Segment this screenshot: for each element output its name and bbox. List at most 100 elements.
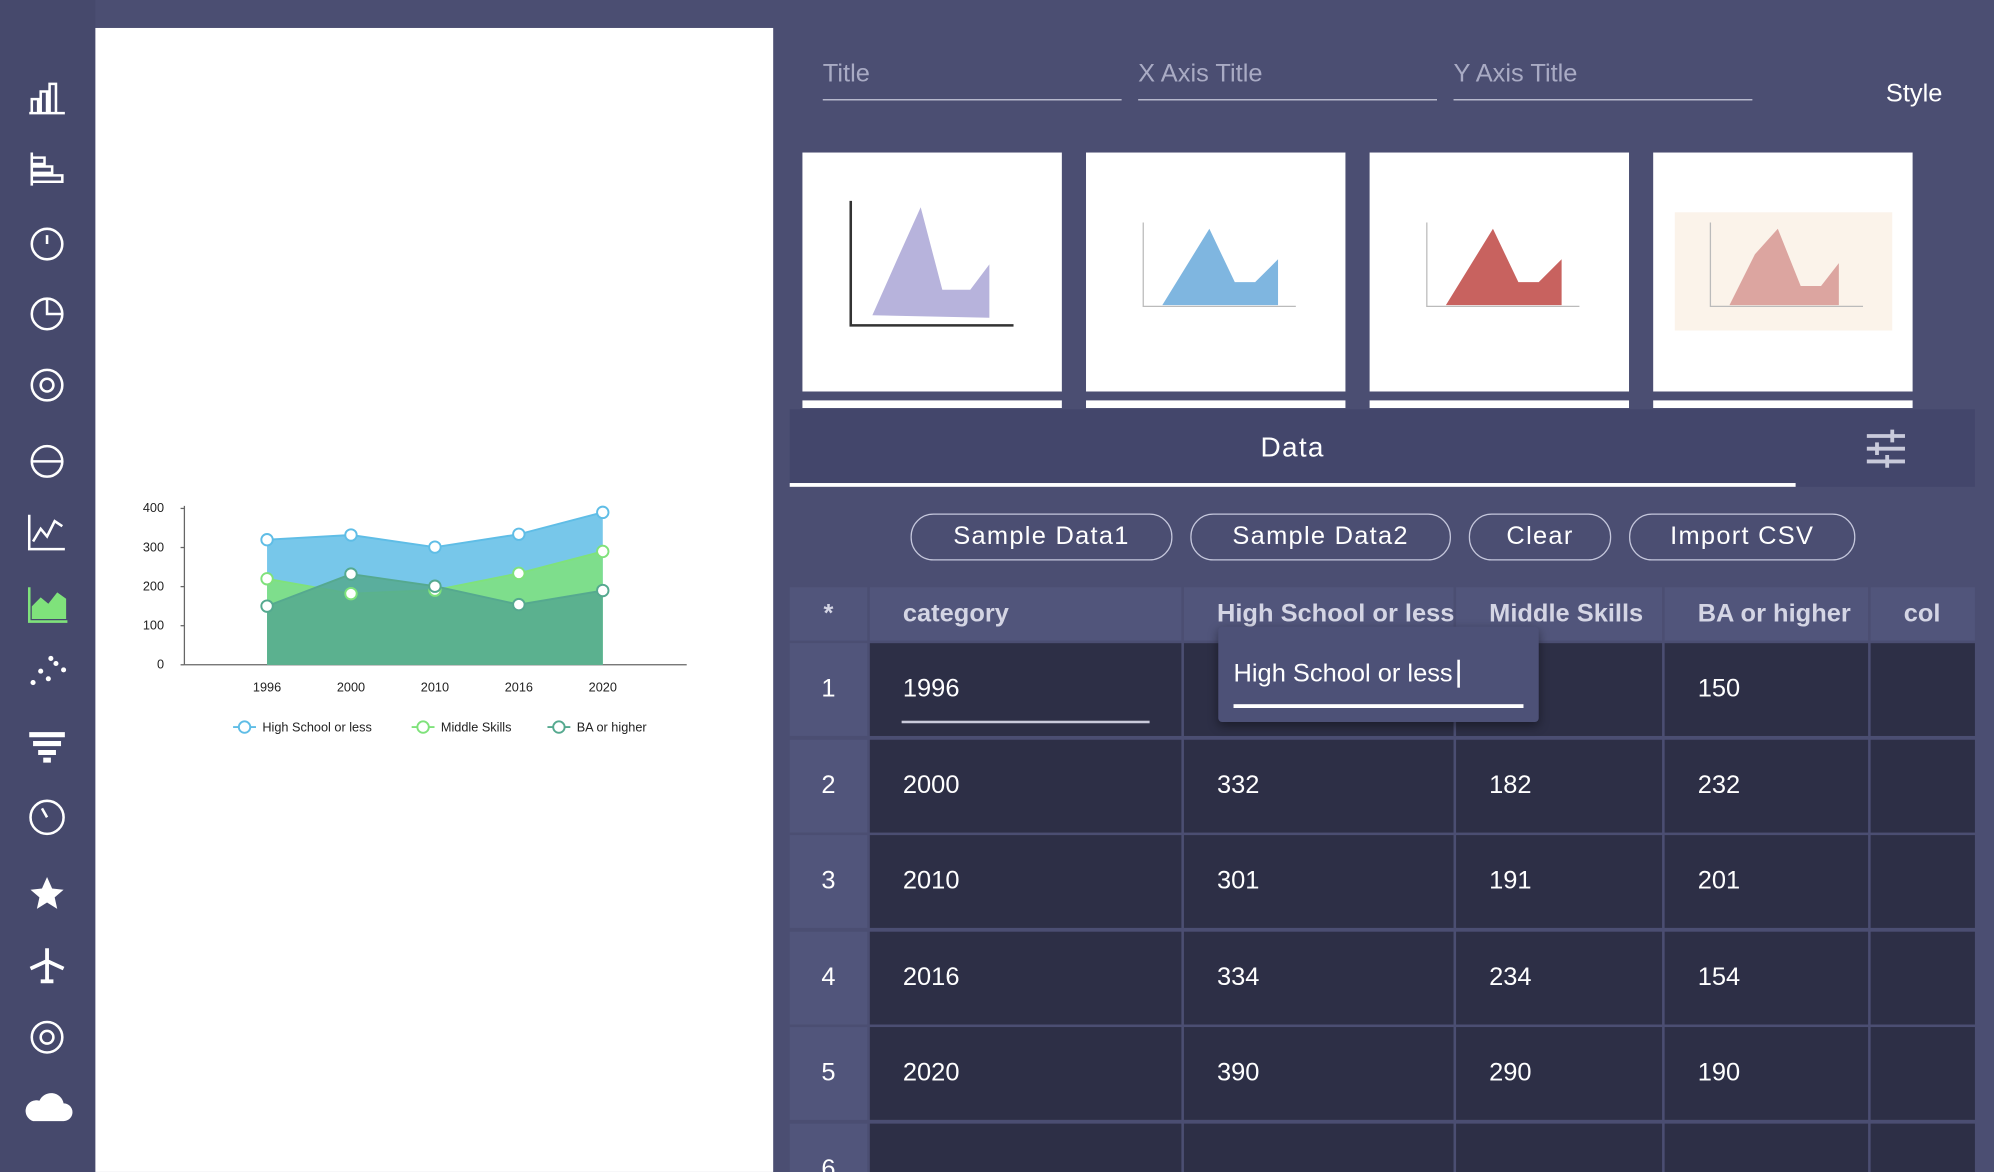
header-cell: BA or higher <box>1664 587 1869 641</box>
thumb-bar <box>802 400 1062 409</box>
y-tick-label: 100 <box>143 618 164 633</box>
table-cell[interactable] <box>1870 643 1975 736</box>
point <box>260 572 274 586</box>
data-tab[interactable]: Data <box>1260 430 1325 463</box>
point <box>512 597 526 612</box>
header-editor[interactable]: High School or less <box>1218 626 1539 722</box>
style-thumb[interactable] <box>1086 152 1346 392</box>
x-tick-label: 2016 <box>505 679 533 694</box>
table-cell[interactable] <box>1870 1027 1975 1120</box>
x-tick-label: 1996 <box>253 679 281 694</box>
table-cell[interactable]: 2020 <box>869 1027 1182 1120</box>
y-tick-label: 300 <box>143 539 164 554</box>
sample-data2-button[interactable]: Sample Data2 <box>1190 513 1451 561</box>
table-cell[interactable]: 2000 <box>869 739 1182 832</box>
line-icon[interactable] <box>27 514 65 551</box>
row-index: 3 <box>789 835 868 928</box>
header-editor-text[interactable]: High School or less <box>1233 659 1453 688</box>
point <box>596 544 610 559</box>
import-csv-button[interactable]: Import CSV <box>1629 513 1856 561</box>
table-cell[interactable]: 2016 <box>869 931 1182 1024</box>
bar-icon[interactable] <box>29 82 65 115</box>
area-icon[interactable] <box>27 587 68 623</box>
sidebar <box>0 0 96 1172</box>
chart: 0 100 200 300 400 1996 2000 2010 2016 2020 High Sc… <box>143 500 687 735</box>
chart-panel: 0 100 200 300 400 1996 2000 2010 2016 2020 High Sc… <box>95 27 774 1172</box>
tab-bar <box>789 409 1975 487</box>
table-cell[interactable]: 2010 <box>869 835 1182 928</box>
table-cell[interactable]: 154 <box>1664 931 1869 1024</box>
point <box>260 533 274 547</box>
cloud-icon[interactable] <box>25 1093 73 1122</box>
table-cell[interactable]: 150 <box>1664 643 1869 736</box>
point <box>344 567 358 581</box>
table-cell[interactable]: 190 <box>1664 1027 1869 1120</box>
legend-marker <box>416 720 430 734</box>
legend-label: High School or less <box>262 720 371 735</box>
thumb-bar <box>1653 400 1913 409</box>
table-cell[interactable] <box>869 1123 1182 1172</box>
table-cell[interactable]: 334 <box>1183 931 1454 1024</box>
clock-icon[interactable] <box>29 799 65 836</box>
table-cell[interactable]: 191 <box>1456 835 1663 928</box>
legend-label: Middle Skills <box>441 720 512 735</box>
x-axis-title-input[interactable]: X Axis Title <box>1138 48 1437 101</box>
target-icon[interactable] <box>30 1020 64 1054</box>
legend-label: BA or higher <box>577 720 648 735</box>
row-index: 6 <box>789 1123 868 1172</box>
clear-button[interactable]: Clear <box>1468 513 1612 561</box>
table-cell[interactable]: 390 <box>1183 1027 1454 1120</box>
x-tick-label: 2020 <box>589 679 617 694</box>
legend-marker <box>552 720 566 734</box>
table-cell[interactable]: 234 <box>1456 931 1663 1024</box>
table-cell[interactable] <box>1183 1123 1454 1172</box>
y-axis-title-input[interactable]: Y Axis Title <box>1453 48 1753 101</box>
table-cell[interactable] <box>1664 1123 1869 1172</box>
header-cell: Middle Skills <box>1456 587 1663 641</box>
table-cell[interactable] <box>1870 739 1975 832</box>
table-cell[interactable]: 301 <box>1183 835 1454 928</box>
header-cell: * <box>789 587 868 641</box>
radial-icon[interactable] <box>30 368 64 402</box>
title-input[interactable]: Title <box>822 48 1122 101</box>
row-index: 4 <box>789 931 868 1024</box>
x-tick-label: 2000 <box>337 679 365 694</box>
funnel-icon[interactable] <box>29 732 65 763</box>
point <box>428 540 442 554</box>
table-cell[interactable] <box>1870 835 1975 928</box>
table-cell[interactable]: 201 <box>1664 835 1869 928</box>
style-label[interactable]: Style <box>1885 80 1943 109</box>
y-tick-label: 0 <box>157 657 164 672</box>
style-thumb[interactable] <box>1369 152 1630 392</box>
point <box>428 579 442 593</box>
header-cell: col <box>1870 587 1975 641</box>
point <box>260 599 274 613</box>
scatter-icon[interactable] <box>30 655 67 686</box>
star-icon[interactable] <box>30 877 64 909</box>
sample-data1-button[interactable]: Sample Data1 <box>910 513 1173 561</box>
table-cell[interactable]: 290 <box>1456 1027 1663 1120</box>
table-cell[interactable]: 1996 <box>869 643 1182 736</box>
table-cell[interactable]: 332 <box>1183 739 1454 832</box>
editor-underline <box>1233 704 1524 709</box>
cursor <box>1457 659 1460 688</box>
table-cell[interactable] <box>1870 931 1975 1024</box>
table-cell[interactable]: 182 <box>1456 739 1663 832</box>
pie-icon[interactable] <box>30 227 64 261</box>
y-tick-label: 200 <box>143 578 164 593</box>
point <box>512 566 526 580</box>
header-cell: category <box>869 587 1182 641</box>
thumb-bar <box>1086 400 1346 409</box>
table-cell[interactable]: 232 <box>1664 739 1869 832</box>
sidebar-icons <box>25 82 73 1122</box>
plane-icon[interactable] <box>29 948 65 984</box>
settings-icon[interactable] <box>1864 428 1907 469</box>
hbar-icon[interactable] <box>30 152 64 186</box>
table-cell[interactable] <box>1456 1123 1663 1172</box>
style-thumb[interactable] <box>1653 152 1913 392</box>
table-cell[interactable] <box>1870 1123 1975 1172</box>
point <box>344 528 358 542</box>
style-thumb[interactable] <box>802 152 1062 392</box>
